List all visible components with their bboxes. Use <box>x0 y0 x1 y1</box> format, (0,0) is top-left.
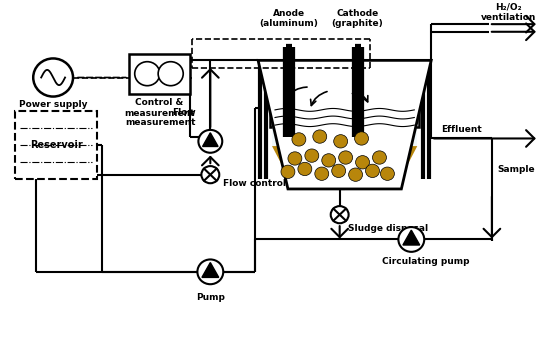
Circle shape <box>332 164 345 177</box>
Text: Control &
measurement: Control & measurement <box>124 98 195 118</box>
Circle shape <box>331 206 349 223</box>
Circle shape <box>398 227 424 252</box>
Text: Flow control: Flow control <box>223 179 286 188</box>
Circle shape <box>322 154 336 167</box>
Circle shape <box>339 151 353 164</box>
Circle shape <box>281 165 295 178</box>
Polygon shape <box>272 103 417 146</box>
Circle shape <box>305 149 319 162</box>
Circle shape <box>288 152 302 165</box>
Circle shape <box>197 260 223 284</box>
Bar <box>270 61 419 127</box>
Text: Sample: Sample <box>498 165 536 174</box>
Circle shape <box>33 58 73 97</box>
Polygon shape <box>202 263 219 277</box>
Polygon shape <box>202 133 218 146</box>
Circle shape <box>315 167 329 180</box>
Polygon shape <box>258 61 431 189</box>
Circle shape <box>135 62 160 86</box>
Text: Power supply: Power supply <box>19 100 87 110</box>
Circle shape <box>372 151 387 164</box>
Circle shape <box>199 130 222 153</box>
Circle shape <box>158 62 183 86</box>
Text: Circulating pump: Circulating pump <box>382 257 470 266</box>
Circle shape <box>349 168 362 181</box>
Text: Pump: Pump <box>196 293 225 302</box>
Text: Sludge disposal: Sludge disposal <box>348 224 428 233</box>
Text: Flow
measurement: Flow measurement <box>125 107 195 127</box>
Circle shape <box>313 130 327 143</box>
Circle shape <box>356 155 370 169</box>
Circle shape <box>381 167 394 180</box>
Text: Anode
(aluminum): Anode (aluminum) <box>260 8 318 28</box>
Text: Effluent: Effluent <box>441 125 482 134</box>
Text: Reservoir: Reservoir <box>30 140 82 150</box>
Polygon shape <box>403 230 420 245</box>
Polygon shape <box>272 146 417 186</box>
Circle shape <box>334 135 348 148</box>
Circle shape <box>298 162 312 176</box>
Circle shape <box>292 133 306 146</box>
Text: H₂/O₂
ventilation: H₂/O₂ ventilation <box>481 3 536 22</box>
Bar <box>129 54 190 94</box>
Text: Cathode
(graphite): Cathode (graphite) <box>332 8 383 28</box>
Bar <box>15 111 97 179</box>
Circle shape <box>355 132 368 145</box>
Circle shape <box>201 166 219 183</box>
Circle shape <box>366 164 379 177</box>
